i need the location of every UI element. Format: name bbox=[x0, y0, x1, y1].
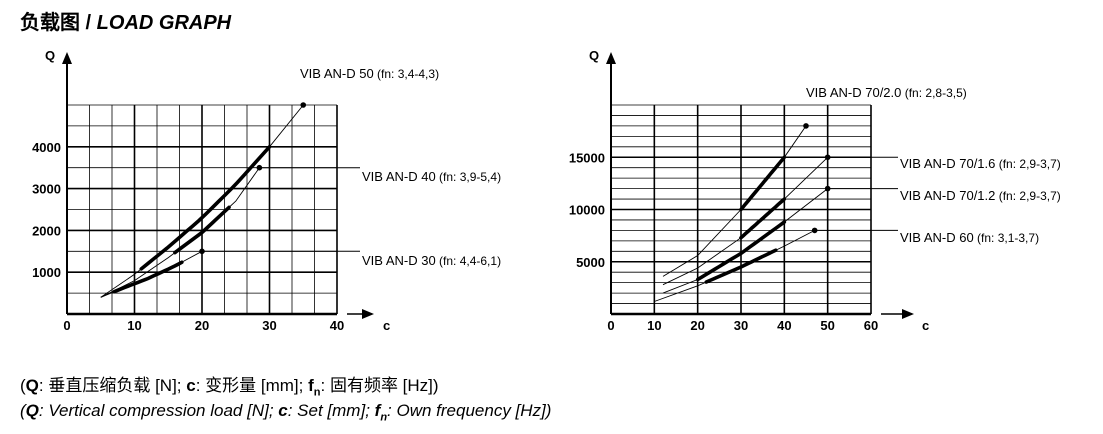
x-tick-label: 20 bbox=[195, 318, 209, 333]
caption-en-f-def: : Own frequency [Hz]) bbox=[387, 401, 552, 420]
series-name: VIB AN-D 40 bbox=[362, 169, 436, 184]
caption-cn-q-def: : 垂直压缩负载 [N]; bbox=[38, 376, 187, 395]
series-frequency: (fn: 3,1-3,7) bbox=[974, 231, 1039, 245]
x-axis-arrow bbox=[362, 309, 374, 319]
x-tick-label: 50 bbox=[820, 318, 834, 333]
caption-en-c-def: : Set [mm]; bbox=[287, 401, 375, 420]
series-label: VIB AN-D 30 (fn: 4,4-6,1) bbox=[362, 253, 501, 268]
y-axis-arrow bbox=[62, 52, 72, 64]
series-end-marker bbox=[300, 102, 307, 108]
caption-cn-f-def: : 固有频率 [Hz]) bbox=[320, 376, 439, 395]
series-frequency: (fn: 2,8-3,5) bbox=[901, 86, 966, 100]
y-axis-arrow bbox=[606, 52, 616, 64]
series-label: VIB AN-D 70/1.6 (fn: 2,9-3,7) bbox=[900, 156, 1061, 171]
y-tick-label: 3000 bbox=[32, 182, 61, 197]
series-label: VIB AN-D 70/2.0 (fn: 2,8-3,5) bbox=[806, 85, 967, 100]
series-name: VIB AN-D 50 bbox=[300, 66, 374, 81]
series-working-range bbox=[112, 260, 184, 294]
x-tick-label: 10 bbox=[647, 318, 661, 333]
x-tick-label: 30 bbox=[734, 318, 748, 333]
caption-en-q-def: : Vertical compression load [N]; bbox=[38, 401, 279, 420]
series-frequency: (fn: 3,9-5,4) bbox=[436, 170, 501, 184]
caption-english: (Q: Vertical compression load [N]; c: Se… bbox=[20, 401, 552, 424]
y-axis-label: Q bbox=[589, 48, 599, 63]
title-cn: 负载图 bbox=[20, 12, 80, 34]
series-working-range bbox=[739, 155, 787, 212]
x-tick-label: 20 bbox=[690, 318, 704, 333]
series-label: VIB AN-D 60 (fn: 3,1-3,7) bbox=[900, 230, 1039, 245]
y-tick-label: 15000 bbox=[569, 150, 605, 165]
y-tick-label: 1000 bbox=[32, 265, 61, 280]
x-axis-label: c bbox=[922, 318, 929, 333]
series-name: VIB AN-D 70/1.6 bbox=[900, 156, 995, 171]
x-tick-label: 60 bbox=[864, 318, 878, 333]
series-working-range bbox=[139, 145, 272, 271]
y-tick-label: 2000 bbox=[32, 223, 61, 238]
caption-en-f: f bbox=[374, 401, 381, 420]
series-frequency: (fn: 3,4-4,3) bbox=[374, 67, 439, 81]
x-tick-label: 0 bbox=[63, 318, 70, 333]
caption-en-q: Q bbox=[25, 401, 39, 420]
x-axis-label: c bbox=[383, 318, 390, 333]
x-tick-label: 40 bbox=[777, 318, 791, 333]
x-tick-label: 30 bbox=[262, 318, 276, 333]
title-separator: / bbox=[80, 12, 97, 34]
series-working-range bbox=[739, 197, 787, 240]
caption-cn-c-def: : 变形量 [mm]; bbox=[195, 376, 309, 395]
y-axis-label: Q bbox=[45, 48, 55, 63]
series-name: VIB AN-D 70/2.0 bbox=[806, 85, 901, 100]
series-end-marker bbox=[803, 123, 809, 129]
series-label: VIB AN-D 70/1.2 (fn: 2,9-3,7) bbox=[900, 188, 1061, 203]
series-name: VIB AN-D 70/1.2 bbox=[900, 188, 995, 203]
series-frequency: (fn: 2,9-3,7) bbox=[995, 157, 1060, 171]
series-name: VIB AN-D 30 bbox=[362, 253, 436, 268]
caption-chinese: (Q: 垂直压缩负载 [N]; c: 变形量 [mm]; fn: 固有频率 [H… bbox=[20, 376, 439, 399]
series-frequency: (fn: 4,4-6,1) bbox=[436, 254, 501, 268]
caption-en-c: c bbox=[278, 401, 288, 420]
series-working-range bbox=[173, 205, 231, 255]
caption-cn-f-sub: n bbox=[313, 386, 321, 399]
page-title: 负载图 / LOAD GRAPH bbox=[20, 6, 231, 35]
y-tick-label: 4000 bbox=[32, 140, 61, 155]
series-name: VIB AN-D 60 bbox=[900, 230, 974, 245]
caption-cn-c: c bbox=[186, 376, 196, 395]
caption-en-f-sub: n bbox=[380, 411, 388, 424]
series-label: VIB AN-D 50 (fn: 3,4-4,3) bbox=[300, 66, 439, 81]
x-tick-label: 40 bbox=[330, 318, 344, 333]
series-frequency: (fn: 2,9-3,7) bbox=[995, 189, 1060, 203]
caption-cn-f: f bbox=[308, 376, 314, 395]
x-axis-arrow bbox=[902, 309, 914, 319]
series-working-range bbox=[704, 248, 778, 284]
y-tick-label: 10000 bbox=[569, 203, 605, 218]
y-tick-label: 5000 bbox=[576, 255, 605, 270]
x-tick-label: 0 bbox=[607, 318, 614, 333]
series-working-range bbox=[695, 220, 787, 282]
title-en: LOAD GRAPH bbox=[96, 12, 232, 34]
series-label: VIB AN-D 40 (fn: 3,9-5,4) bbox=[362, 169, 501, 184]
x-tick-label: 10 bbox=[127, 318, 141, 333]
caption-cn-q: Q bbox=[25, 376, 39, 395]
